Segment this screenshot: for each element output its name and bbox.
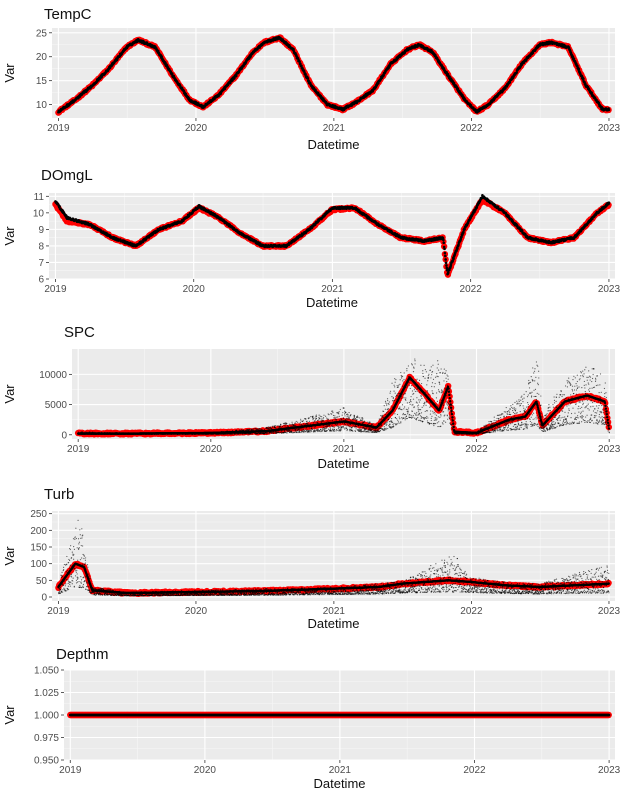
y-tick-label: 11 <box>34 192 45 203</box>
data-point <box>442 238 445 242</box>
y-axis: 6 7 8 9 10 11 <box>33 192 49 286</box>
panel-TempC: 10 15 20 25 2019 2020 2021 2022 2023 TempC Datetim… <box>2 6 621 152</box>
y-tick-label: 7 <box>38 258 44 269</box>
series-black-points <box>54 194 611 276</box>
x-tick-label: 2019 <box>47 123 70 134</box>
data-point <box>58 204 61 208</box>
data-point <box>444 261 448 265</box>
data-point <box>442 241 446 245</box>
data-point <box>298 60 301 63</box>
data-layer <box>74 358 613 438</box>
data-point <box>456 247 459 250</box>
data-point <box>234 74 238 78</box>
data-point <box>525 58 528 62</box>
panel-title: TempC <box>44 6 92 23</box>
data-point <box>448 75 451 78</box>
panel-DOmgL: 6 7 8 9 10 11 2019 2020 2021 2022 2023 DOmgL Datetim… <box>2 167 620 310</box>
y-tick-label: 20 <box>36 52 48 63</box>
y-tick-label: 10 <box>36 100 48 111</box>
x-tick-label: 2021 <box>321 284 344 295</box>
y-axis-title: Var <box>2 63 17 83</box>
y-axis: 10 15 20 25 <box>36 28 52 111</box>
data-point <box>463 228 466 231</box>
data-point <box>582 77 585 81</box>
data-point <box>443 251 447 255</box>
x-tick-label: 2023 <box>598 284 621 295</box>
data-point <box>515 71 518 74</box>
data-point <box>306 76 310 80</box>
x-tick-label: 2020 <box>183 284 206 295</box>
x-tick-label: 2022 <box>460 284 483 295</box>
data-point <box>445 266 449 270</box>
data-point <box>447 271 450 274</box>
data-point <box>462 230 465 234</box>
data-layer <box>52 194 612 278</box>
data-point <box>443 254 447 258</box>
x-axis: 2019 2020 2021 2022 2023 <box>44 279 620 295</box>
y-tick-label: 6 <box>38 275 44 286</box>
y-axis-title: Var <box>2 226 17 246</box>
data-point <box>452 81 456 85</box>
data-point <box>460 235 463 239</box>
data-point <box>307 79 310 83</box>
data-point <box>446 72 450 76</box>
y-tick-label: 25 <box>36 28 48 39</box>
x-tick-label: 2021 <box>323 123 346 134</box>
data-point <box>607 201 611 204</box>
data-point <box>304 73 307 76</box>
y-tick-label: 15 <box>36 76 48 87</box>
x-axis-title: Datetime <box>306 295 358 310</box>
data-point <box>572 57 576 60</box>
data-point <box>457 243 460 247</box>
x-axis-title: Datetime <box>307 137 359 152</box>
y-tick-label: 10 <box>33 208 45 219</box>
panel-title: DOmgL <box>41 167 93 184</box>
x-tick-label: 2023 <box>598 123 621 134</box>
data-point <box>452 257 455 261</box>
data-point <box>508 80 512 84</box>
x-tick-label: 2020 <box>185 123 208 134</box>
data-layer <box>55 34 612 116</box>
data-point <box>377 81 380 85</box>
x-tick-label: 2022 <box>460 123 483 134</box>
data-point <box>456 87 460 90</box>
y-tick-label: 8 <box>38 241 44 252</box>
y-tick-label: 9 <box>38 225 44 236</box>
series-black-points <box>57 35 611 114</box>
x-tick-label: 2019 <box>44 284 67 295</box>
data-point <box>445 264 448 267</box>
data-point <box>223 87 227 91</box>
data-point <box>444 258 447 261</box>
data-point <box>296 57 300 60</box>
data-point <box>443 247 446 251</box>
data-point <box>571 55 575 58</box>
data-point <box>607 108 611 112</box>
data-point <box>170 72 174 75</box>
data-point <box>577 67 581 71</box>
x-axis: 2019 2020 2021 2022 2023 <box>47 118 621 134</box>
data-point <box>455 249 458 252</box>
data-point <box>292 48 295 51</box>
